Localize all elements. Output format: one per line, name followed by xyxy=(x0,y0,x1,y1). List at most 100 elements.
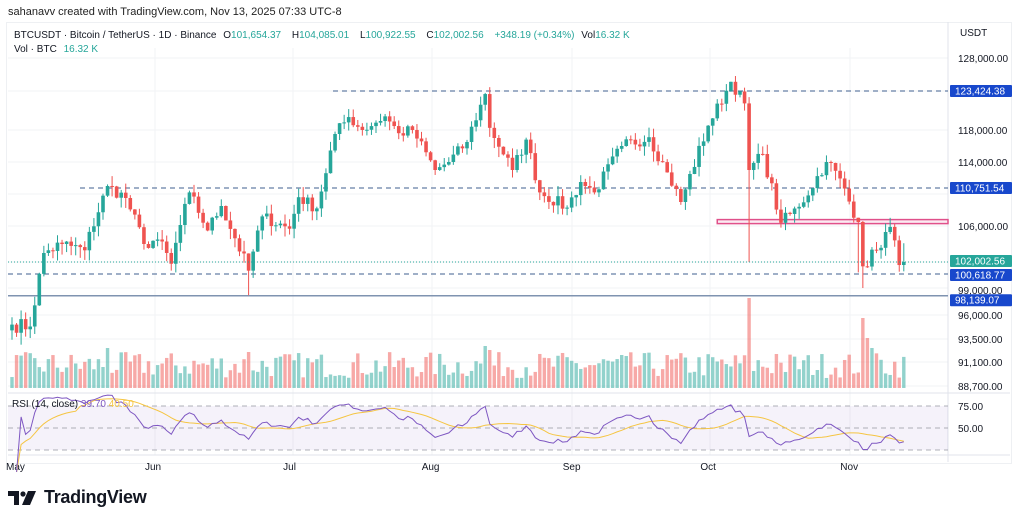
volume-bar xyxy=(469,370,474,388)
volume-bar xyxy=(720,359,724,388)
candle-body xyxy=(283,223,287,227)
volume-bar xyxy=(615,359,619,388)
volume-bar xyxy=(802,360,806,388)
volume-bar xyxy=(110,372,114,388)
volume-bar xyxy=(392,367,396,388)
volume-bar xyxy=(574,363,578,388)
candle-body xyxy=(651,137,656,152)
candle-body xyxy=(592,187,597,193)
symbol-title[interactable]: BTCUSDT · Bitcoin / TetherUS · 1D · Bina… xyxy=(14,30,217,41)
candle-body xyxy=(78,245,83,248)
volume-bar xyxy=(701,375,706,388)
volume-bar xyxy=(378,371,383,388)
rsi-label: RSI (14, close) xyxy=(12,399,79,410)
candle-body xyxy=(10,324,14,331)
candle-body xyxy=(474,120,478,127)
volume-bar xyxy=(747,298,751,388)
candle-body xyxy=(879,247,883,251)
volume-bar xyxy=(69,354,73,388)
time-tick-label: Jul xyxy=(283,462,296,473)
volume-bar xyxy=(697,357,701,388)
open-label: O xyxy=(223,30,232,41)
rsi-value: 39.70 xyxy=(80,399,106,410)
candle-body xyxy=(137,214,142,228)
candle-body xyxy=(829,162,833,163)
volume-bar xyxy=(64,367,69,388)
volume-bar xyxy=(219,358,223,388)
vol-label: Vol xyxy=(581,30,596,41)
candle-body xyxy=(19,319,23,333)
volume-bar xyxy=(419,372,424,388)
candle-body xyxy=(360,126,365,130)
volume-bar xyxy=(683,357,688,388)
candle-body xyxy=(406,126,410,136)
candle-body xyxy=(888,226,892,232)
volume-bar xyxy=(201,363,205,388)
candle-body xyxy=(715,103,720,119)
volume-bar xyxy=(715,361,719,388)
volume-bar xyxy=(488,350,492,388)
volume-bar xyxy=(529,375,533,388)
volume-bar xyxy=(278,356,283,388)
candle-body xyxy=(706,125,710,142)
currency-label[interactable]: USDT xyxy=(960,28,988,39)
candle-body xyxy=(151,240,155,248)
rsi-ma-value: 40.50 xyxy=(108,399,134,410)
volume-bar xyxy=(474,361,478,388)
volume-bar xyxy=(228,370,233,388)
volume-bar xyxy=(733,355,738,388)
volume-bar xyxy=(556,355,560,388)
candle-body xyxy=(155,239,160,241)
candle-body xyxy=(255,230,260,252)
level-price-tag-bg xyxy=(950,294,1012,307)
volume-bars xyxy=(10,298,906,388)
volume-bar xyxy=(283,354,287,388)
price-tick-label: 128,000.00 xyxy=(958,54,1008,65)
candle-body xyxy=(528,139,533,154)
volume-bar xyxy=(215,368,219,388)
volume-bar xyxy=(579,368,583,388)
candle-body xyxy=(524,139,528,155)
volume-bar xyxy=(274,357,278,388)
candle-body xyxy=(497,137,501,147)
volume-bar xyxy=(597,363,601,388)
volume-bar xyxy=(620,355,624,388)
price-tick-label: 88,700.00 xyxy=(958,382,1003,393)
candle-body xyxy=(46,250,51,253)
candle-body xyxy=(824,162,829,176)
volume-bar xyxy=(387,352,392,388)
volume-bar xyxy=(729,366,733,388)
candle-body xyxy=(633,139,638,145)
volume-bar xyxy=(456,362,460,388)
volume-bar xyxy=(433,374,437,388)
low-label: L xyxy=(359,30,366,41)
candle-body xyxy=(556,196,560,206)
candle-body xyxy=(23,319,28,330)
volume-bar xyxy=(192,360,196,388)
candle-body xyxy=(228,220,233,229)
candle-body xyxy=(588,186,592,188)
candle-body xyxy=(565,207,569,209)
candle-body xyxy=(351,117,356,126)
volume-bar xyxy=(14,355,19,388)
candle-body xyxy=(697,145,701,167)
candle-body xyxy=(647,137,651,142)
volume-bar xyxy=(224,377,228,388)
close-value: 102,002.56 xyxy=(433,30,484,41)
candle-body xyxy=(897,240,902,266)
candle-body xyxy=(465,142,469,149)
candle-body xyxy=(751,162,756,170)
candle-body xyxy=(365,129,369,131)
volume-bar xyxy=(592,365,597,388)
volume-bar xyxy=(638,365,642,388)
volume-bar xyxy=(893,361,897,388)
candle-body xyxy=(83,247,87,251)
candle-body xyxy=(265,213,269,217)
volume-bar xyxy=(178,373,183,388)
volume-bar xyxy=(770,373,774,388)
volume-bar xyxy=(610,361,615,388)
volume-bar xyxy=(265,366,269,388)
time-tick-label: Nov xyxy=(840,462,858,473)
candle-body xyxy=(506,154,510,158)
